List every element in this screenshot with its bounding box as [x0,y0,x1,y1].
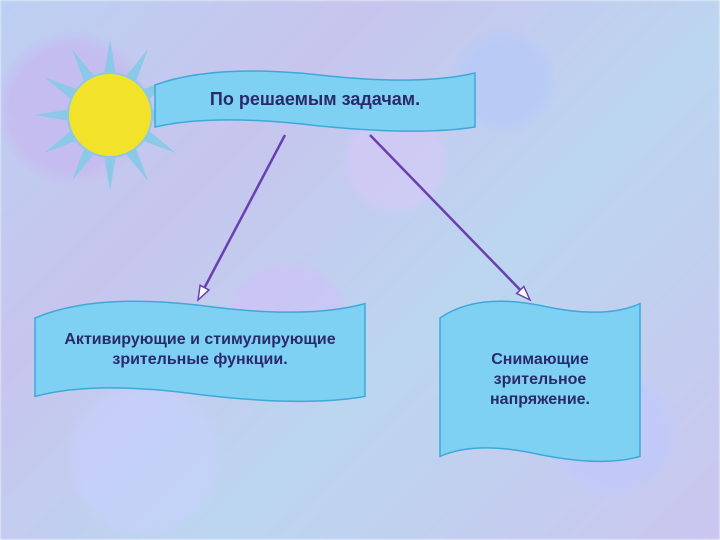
node-root: По решаемым задачам. [155,71,475,131]
edge-root-left [205,135,285,288]
node-left: Активирующие и стимулирующие зрительные ф… [35,301,365,401]
node-root-label: По решаемым задачам. [210,89,420,109]
edge-root-right [370,135,520,290]
edges-group [198,135,530,300]
node-left-label: зрительные функции. [112,351,287,368]
node-right-label: зрительное [494,371,587,388]
diagram-stage: По решаемым задачам. Активирующие и стиму… [0,0,720,540]
arrowhead-0 [198,285,209,300]
node-right-label: напряжение. [490,391,590,408]
node-right-label: Снимающие [491,351,589,368]
node-right: Снимающие зрительное напряжение. [440,301,640,461]
node-left-label: Активирующие и стимулирующие [64,331,335,348]
